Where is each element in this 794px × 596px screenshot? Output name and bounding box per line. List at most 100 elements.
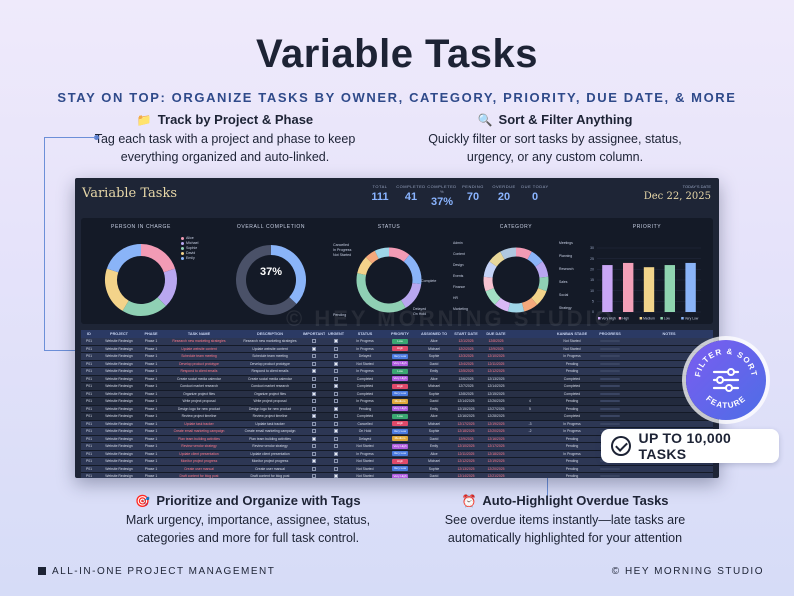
urgent-checkbox[interactable] <box>325 421 347 428</box>
column-header[interactable]: ASSIGNED TO <box>420 332 448 336</box>
column-header[interactable]: DUE DATE <box>486 332 506 336</box>
table-row[interactable]: P01 Website Redesign Phase 1 Write project … <box>81 398 713 406</box>
category-label: Content <box>453 252 465 256</box>
table-row[interactable]: P01 Website Redesign Phase 1 Draft content … <box>81 473 713 478</box>
stats-bar: TOTAL 111 COMPLETED 41 COMPLETED % 37% PEND… <box>365 184 551 208</box>
table-cell: Completed <box>563 376 581 381</box>
important-checkbox[interactable] <box>303 346 325 353</box>
Sales-slice <box>483 261 497 278</box>
feature-heading: Sort & Filter Anything <box>498 112 633 127</box>
column-header[interactable]: KANBAN STAGE <box>556 332 588 336</box>
table-header: ID PROJECT PHASE TASK NAME DESCRIPTION IMPORT… <box>81 330 713 338</box>
important-checkbox[interactable] <box>303 368 325 375</box>
important-checkbox[interactable] <box>303 413 325 420</box>
table-row[interactable]: P01 Website Redesign Phase 1 Research new m… <box>81 338 713 346</box>
urgent-checkbox[interactable] <box>325 338 347 345</box>
important-checkbox[interactable] <box>303 428 325 435</box>
urgent-checkbox[interactable] <box>325 353 347 360</box>
urgent-checkbox[interactable] <box>325 368 347 375</box>
table-cell <box>511 376 549 383</box>
important-checkbox[interactable] <box>303 466 325 473</box>
column-header[interactable]: START DATE <box>454 332 478 336</box>
table-cell: In Progress <box>563 421 581 426</box>
urgent-checkbox[interactable] <box>325 451 347 458</box>
table-row[interactable]: P01 Website Redesign Phase 1 Plan team buil… <box>81 435 713 443</box>
urgent-checkbox[interactable] <box>325 473 347 478</box>
column-header[interactable]: ID <box>87 332 91 336</box>
table-cell: P01 <box>85 369 93 373</box>
table-cell: 12/5/2025 <box>458 369 474 373</box>
column-header[interactable]: URGENT <box>327 332 345 336</box>
column-header[interactable]: TASK NAME <box>187 332 211 336</box>
David-slice <box>105 268 130 311</box>
Strategy-slice <box>500 247 517 260</box>
urgent-checkbox[interactable] <box>325 458 347 465</box>
table-row[interactable]: P01 Website Redesign Phase 1 Design logo fo… <box>81 405 713 413</box>
table-row[interactable]: P01 Website Redesign Phase 1 Update website… <box>81 345 713 353</box>
important-checkbox[interactable] <box>303 436 325 443</box>
urgent-checkbox[interactable] <box>325 376 347 383</box>
important-checkbox[interactable] <box>303 353 325 360</box>
table-row[interactable]: P01 Website Redesign Phase 1 Schedule team … <box>81 353 713 361</box>
urgent-checkbox[interactable] <box>325 383 347 390</box>
urgent-checkbox[interactable] <box>325 413 347 420</box>
column-header[interactable] <box>511 330 549 338</box>
table-cell: Pending <box>565 466 579 471</box>
column-header[interactable]: PHASE <box>144 332 158 336</box>
column-header[interactable]: IMPORTANT <box>303 332 325 336</box>
table-cell: P01 <box>85 466 93 471</box>
urgent-checkbox[interactable] <box>325 361 347 368</box>
column-header[interactable]: STATUS <box>357 332 373 336</box>
urgent-checkbox[interactable] <box>325 346 347 353</box>
column-header[interactable]: DESCRIPTION <box>257 332 283 336</box>
table-row[interactable]: P01 Website Redesign Phase 1 Create email m… <box>81 428 713 436</box>
In Progress-slice <box>403 254 422 285</box>
important-checkbox[interactable] <box>303 458 325 465</box>
table-cell: 12/14/2025 <box>457 474 475 478</box>
table-row[interactable]: P01 Website Redesign Phase 1 Review project… <box>81 413 713 421</box>
table-row[interactable]: P01 Website Redesign Phase 1 Respond to cli… <box>81 368 713 376</box>
column-header[interactable]: PROGRESS <box>599 332 621 336</box>
stat-completed-pct: COMPLETED % 37% <box>427 184 457 208</box>
urgent-checkbox[interactable] <box>325 398 347 405</box>
urgent-checkbox[interactable] <box>325 436 347 443</box>
chart-title: PRIORITY <box>632 224 662 230</box>
status-label: Not Started <box>333 253 351 257</box>
important-checkbox[interactable] <box>303 421 325 428</box>
table-row[interactable]: P01 Website Redesign Phase 1 Organize proje… <box>81 390 713 398</box>
table-cell: Phase 1 <box>144 399 158 403</box>
table-row[interactable]: P01 Website Redesign Phase 1 Update task tr… <box>81 420 713 428</box>
important-checkbox[interactable] <box>303 338 325 345</box>
important-checkbox[interactable] <box>303 473 325 478</box>
table-cell: In Progress <box>356 346 374 351</box>
column-header[interactable]: PRIORITY <box>391 332 409 336</box>
table-cell: 12/19/2025 <box>487 459 505 463</box>
table-row[interactable]: P01 Website Redesign Phase 1 Conduct market… <box>81 383 713 391</box>
table-row[interactable]: P01 Website Redesign Phase 1 Develop produc… <box>81 360 713 368</box>
table-cell: 12/8/2025 <box>458 391 474 396</box>
table-cell: Phase 1 <box>144 414 158 418</box>
table-row[interactable]: P01 Website Redesign Phase 1 Review vendor … <box>81 443 713 451</box>
column-header[interactable]: PROJECT <box>110 332 128 336</box>
important-checkbox[interactable] <box>303 406 325 413</box>
important-checkbox[interactable] <box>303 443 325 450</box>
column-header[interactable]: NOTES <box>662 332 676 336</box>
important-checkbox[interactable] <box>303 383 325 390</box>
urgent-checkbox[interactable] <box>325 428 347 435</box>
urgent-checkbox[interactable] <box>325 391 347 398</box>
important-checkbox[interactable] <box>303 376 325 383</box>
donut-chart: Admin Content Design Events Finance HR Marketi… <box>453 241 574 313</box>
important-checkbox[interactable] <box>303 398 325 405</box>
progress-bar <box>595 383 625 390</box>
urgent-checkbox[interactable] <box>325 406 347 413</box>
category-label: Research <box>559 267 574 271</box>
priority-tag: Very High <box>392 406 408 412</box>
table-row[interactable]: P01 Website Redesign Phase 1 Update client … <box>81 450 713 458</box>
important-checkbox[interactable] <box>303 391 325 398</box>
urgent-checkbox[interactable] <box>325 466 347 473</box>
table-row[interactable]: P01 Website Redesign Phase 1 Create user ma… <box>81 465 713 473</box>
table-row[interactable]: P01 Website Redesign Phase 1 Create social … <box>81 375 713 383</box>
urgent-checkbox[interactable] <box>325 443 347 450</box>
important-checkbox[interactable] <box>303 361 325 368</box>
important-checkbox[interactable] <box>303 451 325 458</box>
